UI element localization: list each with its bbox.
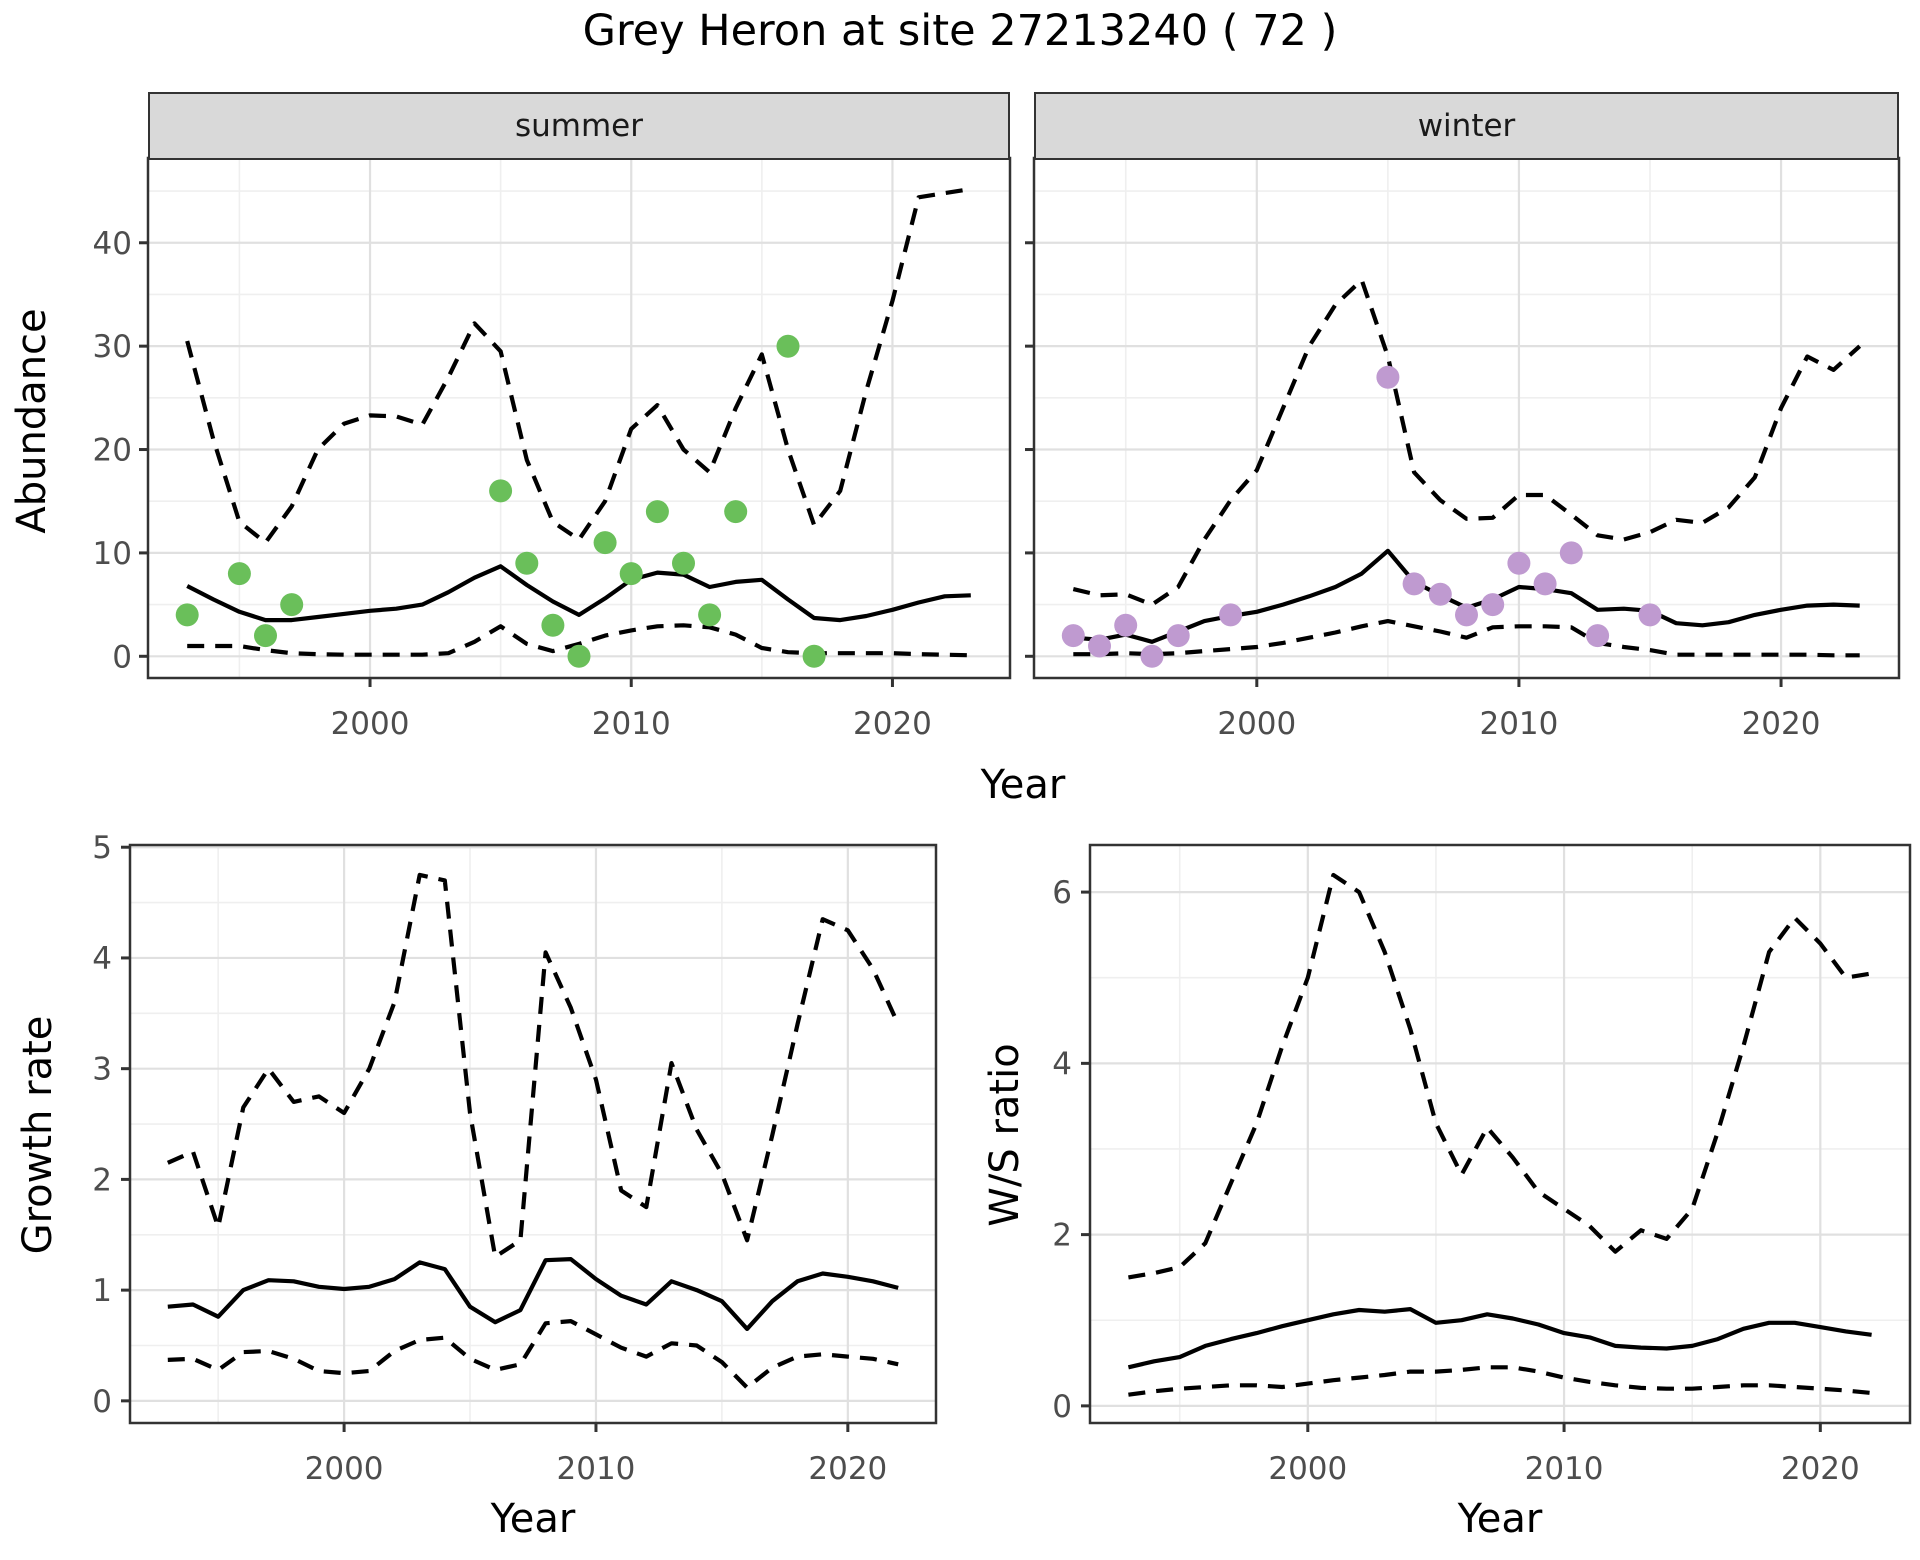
- ws-ratio-upper_ci-line: [1128, 872, 1872, 1280]
- ws-ratio-x-tick-label: 2000: [1268, 1451, 1347, 1487]
- growth-rate-y-tick-label: 4: [92, 941, 112, 977]
- abundance-winter-median-line: [1073, 548, 1860, 644]
- abundance-summer-y-tick-label: 30: [93, 329, 132, 365]
- summer-observed-counts-point: [645, 500, 669, 524]
- growth-rate-y-tick-label: 3: [92, 1052, 112, 1088]
- growth-rate-median-line: [167, 1257, 899, 1331]
- y-axis-title-growth-rate: Growth rate: [15, 1015, 61, 1255]
- winter-observed-counts-point: [1088, 634, 1111, 658]
- y-axis-title-abundance: Abundance: [9, 308, 55, 534]
- abundance-winter-lower_ci-line: [1073, 619, 1860, 658]
- summer-observed-counts-point: [254, 624, 277, 648]
- ws-ratio-median-line: [1127, 1307, 1872, 1370]
- growth-rate-upper_ci-line: [166, 872, 901, 1259]
- x-axis-title-year-growth: Year: [490, 1496, 576, 1542]
- abundance-summer-upper_ci-line: [185, 186, 972, 545]
- abundance-summer-y-tick-label: 20: [93, 433, 132, 469]
- abundance-summer-median-line: [186, 564, 971, 623]
- abundance-summer-y-tick-label: 0: [112, 639, 132, 675]
- ws-ratio-x-tick-label: 2010: [1525, 1451, 1604, 1487]
- ws-ratio-y-tick-label: 4: [1052, 1046, 1072, 1082]
- facet-strip-winter-label: winter: [1417, 108, 1516, 144]
- summer-observed-counts-point: [227, 562, 251, 586]
- winter-observed-counts-point: [1586, 624, 1610, 648]
- growth-rate-y-tick-label: 1: [92, 1273, 112, 1309]
- growth-rate-y-tick-label: 0: [92, 1384, 112, 1420]
- abundance-summer-lower_ci-line: [187, 623, 971, 658]
- summer-observed-counts-point: [724, 500, 748, 524]
- growth-rate-y-tick-label: 2: [92, 1162, 112, 1198]
- summer-observed-counts-point: [802, 644, 826, 668]
- abundance-summer-y-tick-label: 10: [93, 536, 132, 572]
- winter-observed-counts-point: [1507, 551, 1531, 575]
- summer-observed-counts-point: [515, 551, 539, 575]
- growth-rate-x-tick-label: 2020: [808, 1451, 887, 1487]
- winter-observed-counts-point: [1219, 603, 1243, 627]
- winter-observed-counts-point: [1428, 582, 1452, 606]
- growth-rate-x-tick-label: 2010: [557, 1451, 636, 1487]
- growth-rate-lower_ci-line: [167, 1319, 899, 1390]
- winter-observed-counts-point: [1533, 572, 1557, 596]
- winter-observed-counts-point: [1559, 541, 1583, 565]
- summer-observed-counts-point: [280, 593, 304, 617]
- summer-observed-counts-point: [489, 479, 513, 503]
- summer-observed-counts-point: [175, 603, 199, 627]
- winter-observed-counts-point: [1061, 624, 1085, 648]
- winter-observed-counts-point: [1402, 572, 1426, 596]
- winter-observed-counts-point: [1455, 603, 1478, 627]
- ws-ratio-border: [1088, 843, 1912, 1425]
- x-axis-title-year-ws: Year: [1457, 1496, 1543, 1542]
- winter-observed-counts-point: [1638, 603, 1662, 627]
- ws-ratio-lower_ci-line: [1128, 1365, 1872, 1397]
- ws-ratio-y-tick-label: 2: [1052, 1218, 1072, 1254]
- summer-observed-counts-point: [541, 613, 565, 637]
- chart-title: Grey Heron at site 27213240 ( 72 ): [582, 6, 1338, 56]
- growth-rate-y-tick-label: 5: [92, 830, 112, 866]
- facet-strip-summer: summer: [148, 92, 1010, 160]
- growth-rate-border: [128, 843, 938, 1425]
- y-axis-title-ws-ratio: W/S ratio: [982, 1043, 1028, 1227]
- abundance-summer-x-tick-label: 2020: [853, 706, 932, 742]
- abundance-summer-x-tick-label: 2010: [592, 706, 671, 742]
- abundance-summer-x-tick-label: 2000: [331, 706, 410, 742]
- summer-observed-counts-point: [567, 644, 591, 668]
- abundance-winter-border: [1032, 156, 1901, 680]
- ws-ratio-y-tick-label: 0: [1052, 1389, 1072, 1425]
- summer-observed-counts-point: [593, 531, 617, 555]
- winter-observed-counts-point: [1114, 613, 1138, 637]
- x-axis-title-year-top: Year: [980, 762, 1066, 808]
- abundance-winter-x-tick-label: 2010: [1479, 706, 1558, 742]
- summer-observed-counts-point: [619, 562, 643, 586]
- facet-strip-winter: winter: [1034, 92, 1899, 160]
- winter-observed-counts-point: [1376, 365, 1400, 389]
- summer-observed-counts-point: [698, 603, 722, 627]
- winter-observed-counts-point: [1140, 644, 1164, 668]
- summer-observed-counts-point: [776, 334, 800, 358]
- abundance-summer-y-tick-label: 40: [93, 226, 132, 262]
- abundance-winter-upper_ci-line: [1072, 277, 1862, 607]
- abundance-winter-x-tick-label: 2020: [1742, 706, 1821, 742]
- summer-observed-counts-point: [672, 551, 695, 575]
- abundance-summer-border: [146, 156, 1012, 680]
- facet-strip-summer-label: summer: [514, 108, 643, 144]
- growth-rate-x-tick-label: 2000: [305, 1451, 384, 1487]
- ws-ratio-x-tick-label: 2020: [1781, 1451, 1860, 1487]
- winter-observed-counts-point: [1166, 624, 1190, 648]
- winter-observed-counts-point: [1481, 593, 1505, 617]
- abundance-winter-x-tick-label: 2000: [1217, 706, 1296, 742]
- ws-ratio-y-tick-label: 6: [1052, 875, 1072, 911]
